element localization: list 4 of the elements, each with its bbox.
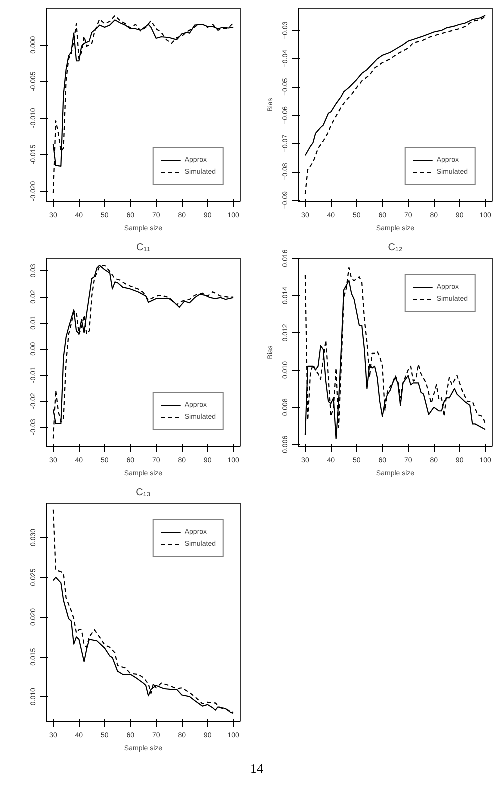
text: 14 [250,760,264,778]
chart-title: C₁₁ [136,242,152,254]
chart-title: C₁₃ [136,488,151,498]
chart-title: C₁₂ [388,242,403,254]
